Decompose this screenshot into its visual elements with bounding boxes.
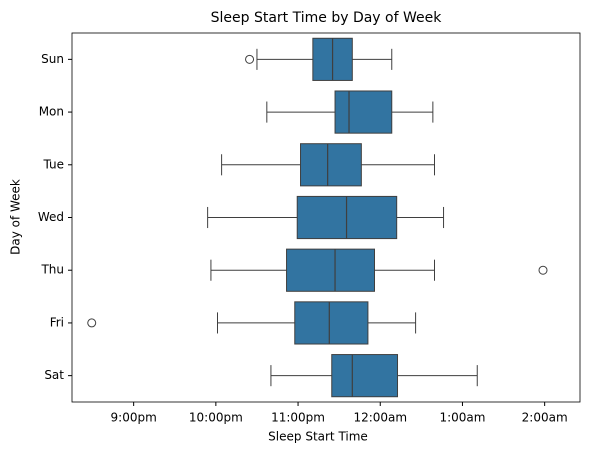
outlier xyxy=(245,54,255,64)
y-tick-label: Thu xyxy=(40,263,64,277)
y-tick-label: Mon xyxy=(39,105,64,119)
x-tick-label: 10:00pm xyxy=(189,411,243,425)
chart-title: Sleep Start Time by Day of Week xyxy=(211,10,443,26)
outlier xyxy=(87,318,97,328)
y-axis-label: Day of Week xyxy=(9,179,23,255)
y-tick-label: Sun xyxy=(41,52,64,66)
x-axis-label: Sleep Start Time xyxy=(268,430,368,444)
y-tick-label: Sat xyxy=(44,368,64,382)
y-tick-label: Wed xyxy=(38,210,64,224)
y-tick-label: Fri xyxy=(50,315,64,329)
x-tick-label: 2:00am xyxy=(522,411,568,425)
outlier xyxy=(538,265,548,275)
box xyxy=(286,248,375,292)
y-tick-label: Tue xyxy=(43,157,65,171)
x-tick-label: 12:00am xyxy=(353,411,407,425)
x-tick-label: 1:00am xyxy=(439,411,485,425)
box xyxy=(331,354,399,398)
box xyxy=(334,90,393,134)
box xyxy=(300,143,362,187)
x-tick-label: 11:00pm xyxy=(271,411,325,425)
box xyxy=(294,301,369,345)
x-tick-label: 9:00pm xyxy=(111,411,157,425)
